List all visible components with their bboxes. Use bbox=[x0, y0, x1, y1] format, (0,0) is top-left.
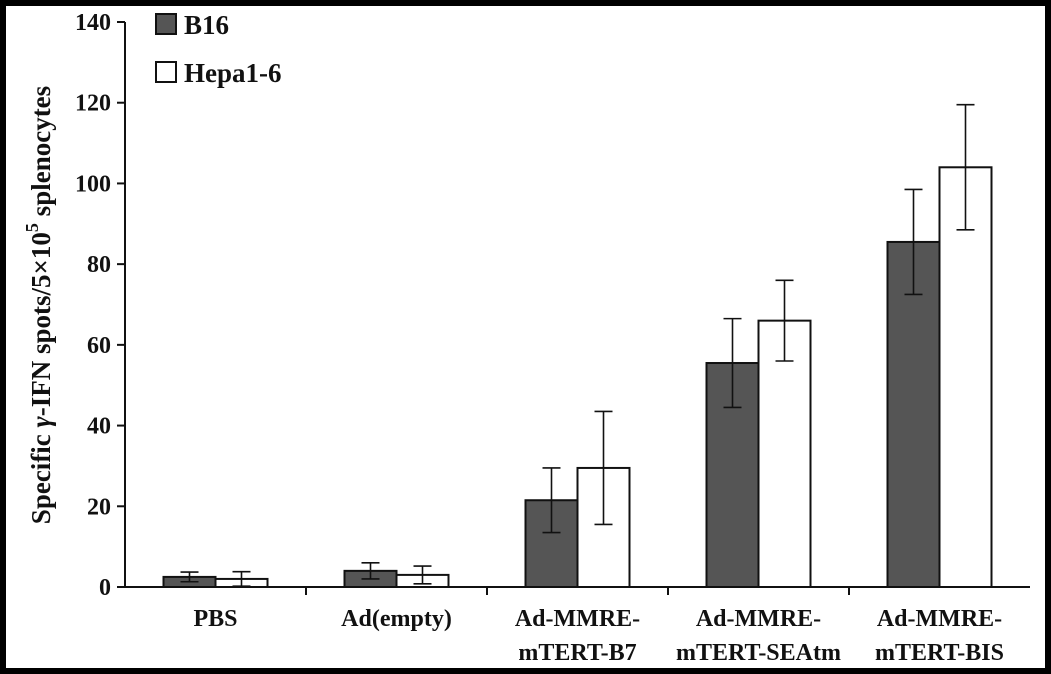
legend-label-hepa1-6: Hepa1-6 bbox=[184, 58, 282, 88]
bar-hepa1-6 bbox=[576, 466, 631, 589]
y-tick-label: 140 bbox=[75, 10, 111, 36]
category-label: PBS bbox=[193, 606, 237, 632]
y-tick-label: 100 bbox=[75, 171, 111, 197]
legend-swatch-hepa1-6 bbox=[155, 61, 177, 83]
y-tick-label: 120 bbox=[75, 91, 111, 117]
category-label: mTERT-B7 bbox=[518, 640, 636, 666]
chart-bars bbox=[162, 166, 993, 589]
y-tick-label: 40 bbox=[87, 414, 111, 440]
category-label: mTERT-BIS bbox=[875, 640, 1004, 666]
x-axis-categories: PBS Ad(empty) Ad-MMRE-mTERT-B7 Ad-MMRE-mTER… bbox=[193, 606, 1004, 666]
y-tick-label: 0 bbox=[99, 575, 111, 601]
category-label: Ad-MMRE- bbox=[877, 606, 1002, 632]
bar-hepa1-6 bbox=[757, 319, 812, 588]
y-tick-label: 20 bbox=[87, 494, 111, 520]
y-axis-label: Specific γ-IFN spots/5×105 splenocytes bbox=[22, 86, 56, 524]
chart-legend: B16 Hepa1-6 bbox=[155, 10, 282, 88]
legend-label-b16: B16 bbox=[184, 10, 229, 40]
bar-hepa1-6 bbox=[938, 166, 993, 589]
y-tick-label: 60 bbox=[87, 333, 111, 359]
category-label: Ad-MMRE- bbox=[696, 606, 821, 632]
y-axis-ticks: 0 20 40 60 80 100 120 140 bbox=[75, 10, 125, 601]
category-label: Ad(empty) bbox=[341, 606, 452, 632]
category-label: Ad-MMRE- bbox=[515, 606, 640, 632]
y-tick-label: 80 bbox=[87, 252, 111, 278]
chart-error-bars bbox=[180, 103, 975, 587]
bar-b16 bbox=[886, 240, 941, 588]
legend-swatch-b16 bbox=[155, 13, 177, 35]
category-label: mTERT-SEAtm bbox=[676, 640, 841, 666]
